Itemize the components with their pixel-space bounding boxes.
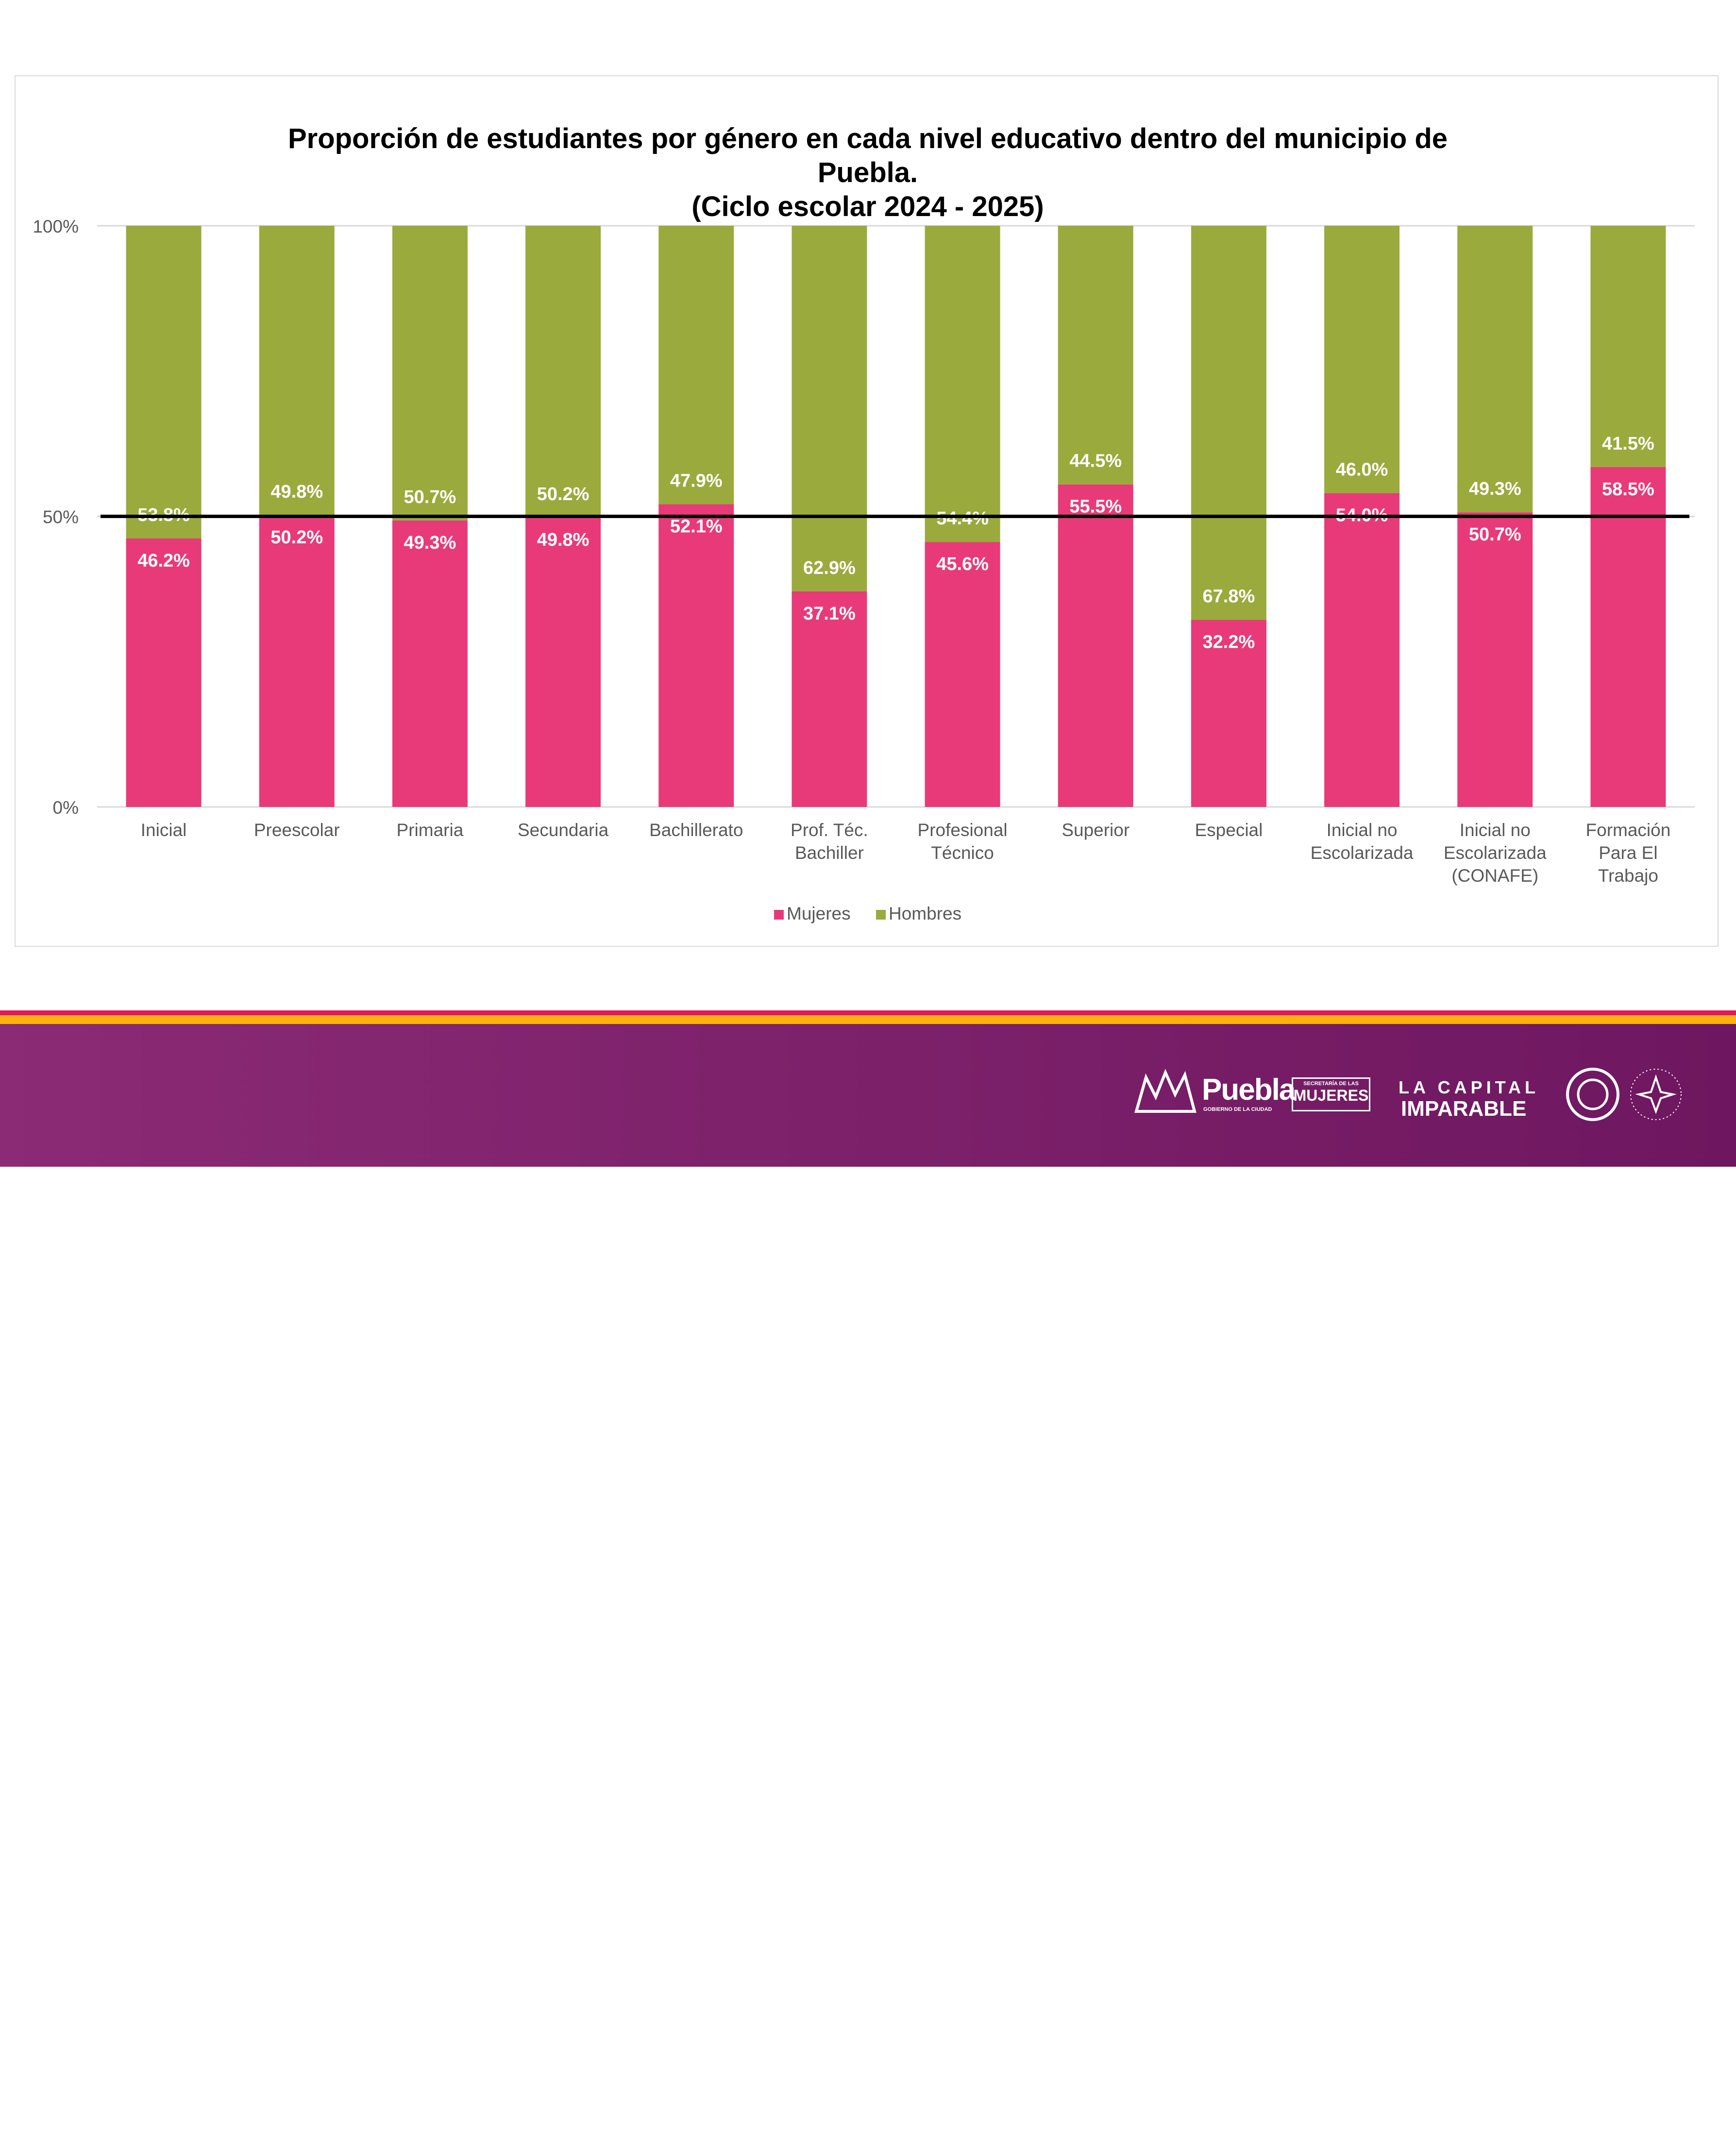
data-label-hombres: 49.8% [270, 482, 323, 502]
x-tick-label: Especial [1195, 820, 1263, 840]
mujeres-text: MUJERES [1293, 1087, 1369, 1104]
data-label-hombres: 54.4% [936, 508, 989, 529]
bar-mujeres [259, 515, 335, 807]
bar-hombres [525, 226, 601, 518]
y-tick-label: 50% [43, 507, 79, 527]
chart-container: Proporción de estudiantes por género en … [15, 75, 1719, 947]
data-label-hombres: 49.3% [1469, 479, 1521, 499]
puebla-wordmark: Puebla [1202, 1073, 1296, 1107]
y-tick-label: 0% [53, 798, 79, 818]
data-label-mujeres: 50.7% [1469, 524, 1521, 545]
data-label-mujeres: 37.1% [803, 604, 856, 624]
bar-hombres [1590, 226, 1666, 467]
data-label-hombres: 44.5% [1069, 451, 1122, 471]
circle-emblem-icon [1630, 1069, 1682, 1120]
capital-line-2: IMPARABLE [1401, 1097, 1527, 1121]
data-label-mujeres: 52.1% [670, 516, 723, 537]
bar-hombres [1191, 226, 1266, 620]
data-label-mujeres: 49.3% [404, 533, 456, 553]
source-line-2: de Planeación y Estadística Educativa, d… [132, 2108, 862, 2129]
x-tick-label: Técnico [931, 843, 994, 863]
x-tick-label: Para El [1599, 843, 1657, 863]
stacked-bar-chart: Proporción de estudiantes por género en … [33, 123, 1695, 923]
bar-mujeres [1324, 493, 1400, 807]
puebla-logo [1131, 1068, 1199, 1119]
x-tick-label: Escolarizada [1444, 843, 1547, 863]
capital-line-1: LA CAPITAL [1399, 1077, 1539, 1097]
data-label-mujeres: 45.6% [936, 554, 989, 574]
bar-hombres [126, 226, 202, 538]
bar-hombres [658, 226, 734, 504]
legend-label-hombres: Hombres [889, 904, 961, 923]
pink-stripe [0, 1010, 1736, 1015]
x-tick-label: Bachillerato [649, 820, 743, 840]
x-tick-label: Superior [1062, 820, 1129, 840]
data-label-hombres: 67.8% [1203, 587, 1255, 607]
bar-mujeres [1191, 620, 1266, 807]
bar-hombres [925, 226, 1000, 542]
data-label-mujeres: 49.8% [537, 530, 590, 550]
x-tick-label: Formación [1586, 820, 1671, 840]
data-label-mujeres: 58.5% [1602, 479, 1654, 500]
x-tick-label: Trabajo [1598, 866, 1658, 886]
bar-mujeres [126, 538, 202, 807]
bar-mujeres [658, 504, 734, 807]
source-line-1: Fuente: Dirección General de Planeación … [132, 2084, 963, 2105]
bar-hombres [392, 226, 468, 520]
x-tick-label: Profesional [918, 820, 1008, 840]
legend-swatch-hombres [876, 910, 886, 920]
data-label-hombres: 50.2% [537, 484, 590, 504]
data-label-mujeres: 46.2% [137, 551, 190, 571]
bar-hombres [1058, 226, 1133, 485]
bar-hombres [792, 226, 867, 591]
bar-mujeres [1058, 484, 1133, 807]
orange-stripe [0, 1015, 1736, 1024]
data-label-hombres: 62.9% [803, 558, 856, 578]
x-tick-label: Prof. Téc. [791, 820, 868, 840]
x-tick-label: Inicial no [1460, 820, 1531, 840]
data-label-mujeres: 50.2% [270, 527, 323, 548]
x-tick-label: Primaria [397, 820, 464, 840]
bar-mujeres [792, 591, 867, 807]
bar-mujeres [525, 517, 601, 807]
data-label-hombres: 50.7% [404, 487, 456, 507]
footer: Fuente: Dirección General de Planeación … [0, 1024, 1736, 2129]
chart-title-line: Puebla. [818, 157, 918, 188]
bar-mujeres [392, 520, 468, 807]
bar-hombres [1324, 226, 1400, 493]
bar-mujeres [925, 542, 1000, 807]
x-tick-label: Inicial no [1327, 820, 1398, 840]
data-label-hombres: 46.0% [1336, 460, 1388, 480]
source-note: Fuente: Dirección General de Planeación … [132, 2082, 1079, 2131]
x-tick-label: (CONAFE) [1451, 866, 1538, 886]
y-tick-label: 100% [33, 217, 79, 236]
bar-hombres [1457, 226, 1533, 513]
bar-hombres [259, 226, 335, 516]
chart-title-line: Proporción de estudiantes por género en … [288, 123, 1448, 154]
data-label-hombres: 47.9% [670, 470, 723, 491]
data-label-mujeres: 32.2% [1203, 632, 1255, 653]
data-label-mujeres: 55.5% [1069, 497, 1122, 517]
x-tick-label: Escolarizada [1311, 843, 1414, 863]
seal-icon [1566, 1068, 1619, 1121]
bar-mujeres [1590, 467, 1666, 807]
bar-mujeres [1457, 512, 1533, 807]
legend-swatch-mujeres [774, 910, 784, 920]
x-tick-label: Secundaria [518, 820, 609, 840]
data-label-hombres: 41.5% [1602, 434, 1654, 454]
x-tick-label: Bachiller [795, 843, 864, 863]
puebla-emblem-icon [1134, 1069, 1197, 1113]
puebla-subtitle: GOBIERNO DE LA CIUDAD [1203, 1107, 1272, 1112]
legend-label-mujeres: Mujeres [787, 904, 851, 923]
x-tick-label: Preescolar [254, 820, 340, 840]
secretaria-mujeres-logo: SECRETARÍA DE LAS MUJERES [1292, 1077, 1370, 1111]
x-tick-label: Inicial [141, 820, 187, 840]
chart-title-line: (Ciclo escolar 2024 - 2025) [691, 191, 1044, 222]
secretaria-text: SECRETARÍA DE LAS [1303, 1081, 1359, 1087]
